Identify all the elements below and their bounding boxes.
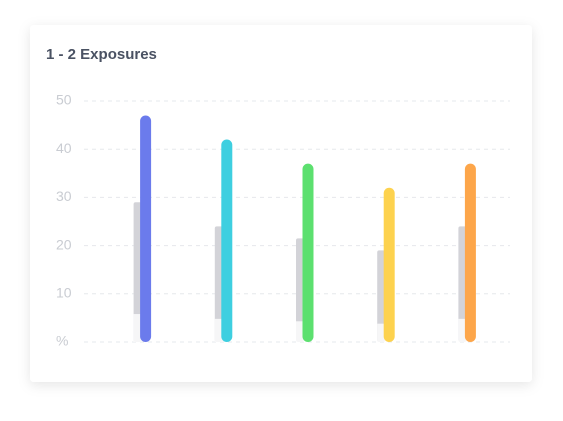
bar xyxy=(302,163,314,342)
y-tick-label: 40 xyxy=(56,140,72,156)
shadow-fade xyxy=(214,318,223,342)
bar xyxy=(383,187,395,342)
y-tick-label: % xyxy=(56,333,68,349)
shadow-fade xyxy=(458,318,467,342)
card xyxy=(30,25,532,382)
shadow-bar xyxy=(133,202,142,342)
plot: % 10 20 30 40 50 xyxy=(56,92,510,349)
y-tick-label: 30 xyxy=(56,188,72,204)
shadow-fade xyxy=(133,314,142,342)
shadow-bar xyxy=(296,238,304,342)
bar xyxy=(221,139,233,342)
shadow-fade xyxy=(377,323,386,342)
bar xyxy=(464,163,476,342)
shadow-bar xyxy=(214,226,223,342)
shadow-bar xyxy=(377,250,386,342)
bar xyxy=(140,115,152,343)
shadow-bar xyxy=(458,226,467,342)
shadow-fade xyxy=(296,321,304,342)
chart-title: 1 - 2 Exposures xyxy=(46,46,157,63)
y-tick-label: 20 xyxy=(56,236,72,252)
y-tick-label: 10 xyxy=(56,285,72,301)
y-tick-label: 50 xyxy=(56,92,72,108)
